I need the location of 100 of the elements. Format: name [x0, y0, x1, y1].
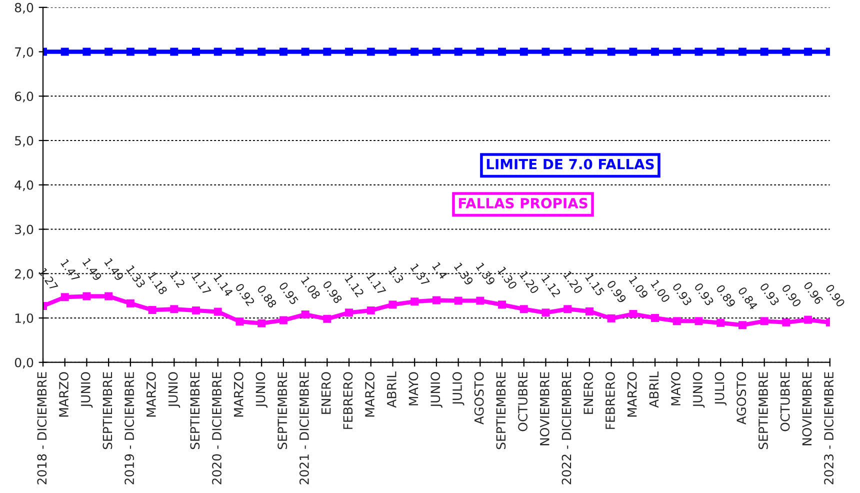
x-tick-label: JULIO — [714, 372, 727, 406]
point — [104, 292, 113, 300]
x-tick-label: ABRIL — [387, 371, 396, 408]
point — [214, 48, 222, 56]
point — [498, 300, 506, 309]
x-tick-label: JUNIO — [256, 372, 268, 408]
point — [651, 314, 660, 322]
point — [279, 48, 288, 56]
y-tick-label: 8,0 — [14, 2, 34, 14]
point — [192, 48, 200, 56]
point — [82, 292, 91, 300]
point — [716, 318, 725, 327]
point — [542, 48, 550, 56]
point — [60, 293, 69, 302]
x-tick-label: SEPTIEMBRE — [496, 372, 506, 450]
point — [804, 48, 812, 56]
point — [214, 308, 222, 316]
x-tick-label: JULIO — [452, 372, 464, 406]
point — [782, 48, 790, 56]
point — [323, 48, 332, 56]
y-tick-label: 6,0 — [14, 92, 34, 102]
x-tick-label: MARZO — [146, 372, 156, 417]
point — [498, 48, 506, 56]
point — [345, 48, 354, 56]
point — [388, 48, 397, 56]
point — [366, 306, 375, 314]
x-tick-label: 2019 - DICIEMBRE — [124, 372, 134, 484]
x-tick-label: JUNIO — [430, 372, 442, 408]
x-tick-label: MAYO — [671, 372, 681, 406]
x-tick-label: 2023 - DICIEMBRE — [824, 372, 834, 484]
point — [738, 48, 746, 56]
point — [60, 48, 69, 56]
x-tick-label: MARZO — [627, 372, 637, 417]
y-tick-label: 0,0 — [14, 358, 34, 369]
x-tick-label: JUNIO — [80, 372, 93, 408]
point — [148, 48, 156, 56]
point — [388, 300, 397, 309]
data-label: 1.2 — [170, 270, 186, 288]
point — [82, 48, 91, 56]
point — [432, 48, 440, 56]
point — [170, 48, 178, 56]
point — [126, 48, 134, 56]
point — [454, 48, 462, 56]
x-tick-label: JUNIO — [692, 372, 705, 408]
point — [258, 319, 266, 328]
data-label: 1.3 — [388, 266, 404, 284]
point — [192, 306, 200, 314]
x-tick-label: NOVIEMBRE — [540, 372, 550, 446]
y-tick-label: 4,0 — [14, 180, 34, 192]
point — [564, 305, 572, 314]
point — [738, 321, 746, 330]
point — [410, 298, 419, 306]
x-tick-label: MARZO — [59, 372, 68, 417]
y-tick-label: 5,0 — [15, 136, 34, 147]
x-tick-label: ENERO — [584, 372, 594, 414]
x-tick-label: MARZO — [234, 372, 244, 417]
x-tick-label: SEPTIEMBRE — [102, 372, 112, 450]
point — [104, 48, 113, 56]
point — [760, 317, 768, 326]
point — [520, 305, 528, 314]
point — [410, 48, 419, 56]
text: FALLAS PROPIAS — [458, 198, 588, 208]
x-tick-label: 2018 - DICIEMBRE — [37, 372, 47, 484]
point — [258, 48, 266, 56]
point — [476, 48, 484, 56]
point — [366, 48, 375, 56]
point — [279, 316, 288, 324]
point — [694, 317, 703, 326]
point — [672, 317, 681, 326]
point — [694, 48, 703, 56]
point — [760, 48, 768, 56]
y-tick-label: 3,0 — [15, 224, 34, 236]
y-tick-label: 2,0 — [15, 269, 34, 280]
data-label: 1.4 — [432, 262, 448, 280]
point — [323, 314, 332, 323]
x-tick-label: OCTUBRE — [780, 372, 790, 432]
x-tick-label: ENERO — [321, 372, 331, 414]
x-tick-label: NOVIEMBRE — [802, 372, 812, 446]
point — [454, 296, 462, 305]
point — [236, 318, 244, 326]
x-tick-label: ABRIL — [649, 371, 658, 408]
point — [716, 48, 725, 56]
text: LIMITE DE 7.0 FALLAS — [486, 158, 654, 170]
point — [542, 308, 550, 317]
point — [520, 48, 528, 56]
x-tick-label: OCTUBRE — [518, 372, 528, 432]
x-tick-label: 2021 - DICIEMBRE — [299, 372, 309, 484]
point — [432, 296, 440, 304]
x-tick-label: FEBRERO — [605, 372, 615, 429]
point — [148, 306, 156, 314]
point — [629, 48, 638, 56]
point — [629, 310, 638, 318]
point — [236, 48, 244, 56]
point — [651, 48, 660, 56]
point — [476, 296, 484, 305]
x-tick-label: JUNIO — [168, 372, 180, 408]
y-tick-label: 7,0 — [15, 47, 34, 58]
point — [301, 310, 310, 318]
point — [607, 314, 616, 322]
point — [585, 307, 594, 316]
